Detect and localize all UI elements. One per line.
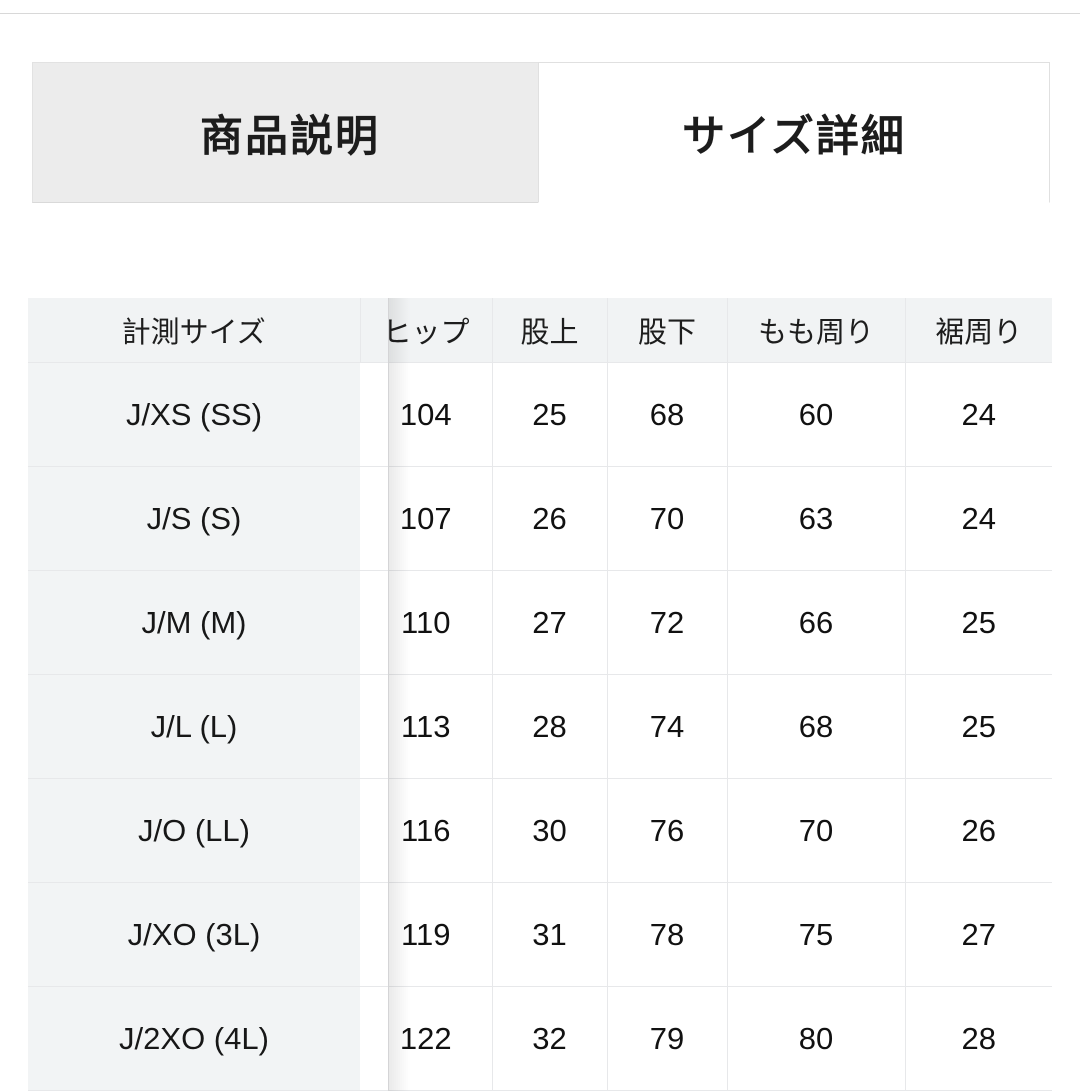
column-header-measure-size: 計測サイズ [28,298,361,363]
cell-thigh: 68 [727,674,906,779]
cell-inseam: 79 [607,986,728,1091]
top-divider [0,13,1080,14]
row-size-label: J/M (M) [28,570,360,675]
cell-thigh: 70 [727,778,906,883]
table-row: J/M (M) 110 27 72 66 25 [28,570,1052,675]
cell-inseam: 76 [607,778,728,883]
table-header-row: 計測サイズ ヒップ 股上 股下 もも周り 裾周り [28,298,1052,363]
cell-hip: 113 [360,674,493,779]
row-size-label: J/L (L) [28,674,360,779]
cell-thigh: 60 [727,362,906,467]
cell-hem: 25 [905,570,1052,675]
tab-size-details[interactable]: サイズ詳細 [538,62,1050,203]
cell-hip: 107 [360,466,493,571]
table-row: J/L (L) 113 28 74 68 25 [28,674,1052,779]
cell-thigh: 63 [727,466,906,571]
cell-thigh: 75 [727,882,906,987]
tab-product-description[interactable]: 商品説明 [32,62,548,203]
cell-hip: 116 [360,778,493,883]
cell-thigh: 80 [727,986,906,1091]
column-header-hip: ヒップ [360,298,493,363]
size-table-container[interactable]: 計測サイズ ヒップ 股上 股下 もも周り 裾周り J/XS (SS) 104 2… [28,298,1052,1091]
size-table-head: 計測サイズ ヒップ 股上 股下 もも周り 裾周り [28,298,1052,363]
cell-rise: 31 [492,882,608,987]
cell-rise: 27 [492,570,608,675]
column-header-hem: 裾周り [905,298,1052,363]
cell-hip: 110 [360,570,493,675]
cell-inseam: 68 [607,362,728,467]
column-header-rise: 股上 [492,298,608,363]
tab-bar-baseline [0,264,1080,265]
row-size-label: J/2XO (4L) [28,986,360,1091]
column-header-thigh: もも周り [727,298,906,363]
cell-rise: 30 [492,778,608,883]
cell-inseam: 72 [607,570,728,675]
cell-inseam: 78 [607,882,728,987]
cell-hip: 119 [360,882,493,987]
row-size-label: J/XO (3L) [28,882,360,987]
cell-thigh: 66 [727,570,906,675]
cell-hip: 104 [360,362,493,467]
table-row: J/S (S) 107 26 70 63 24 [28,466,1052,571]
cell-hem: 24 [905,362,1052,467]
row-size-label: J/O (LL) [28,778,360,883]
column-header-inseam: 股下 [607,298,728,363]
cell-rise: 32 [492,986,608,1091]
tab-bar: 商品説明 サイズ詳細 [0,62,1080,265]
table-row: J/XS (SS) 104 25 68 60 24 [28,362,1052,467]
cell-hem: 26 [905,778,1052,883]
cell-hem: 28 [905,986,1052,1091]
table-row: J/XO (3L) 119 31 78 75 27 [28,882,1052,987]
cell-inseam: 70 [607,466,728,571]
table-row: J/2XO (4L) 122 32 79 80 28 [28,986,1052,1091]
table-row: J/O (LL) 116 30 76 70 26 [28,778,1052,883]
cell-rise: 28 [492,674,608,779]
cell-rise: 25 [492,362,608,467]
size-table-body: J/XS (SS) 104 25 68 60 24 J/S (S) 107 26… [28,362,1052,1091]
tab-product-description-label: 商品説明 [200,112,380,161]
row-size-label: J/XS (SS) [28,362,360,467]
cell-hem: 24 [905,466,1052,571]
cell-hem: 27 [905,882,1052,987]
cell-rise: 26 [492,466,608,571]
cell-inseam: 74 [607,674,728,779]
size-table: 計測サイズ ヒップ 股上 股下 もも周り 裾周り J/XS (SS) 104 2… [28,298,1052,1091]
cell-hem: 25 [905,674,1052,779]
row-size-label: J/S (S) [28,466,360,571]
cell-hip: 122 [360,986,493,1091]
tab-size-details-label: サイズ詳細 [682,112,906,161]
